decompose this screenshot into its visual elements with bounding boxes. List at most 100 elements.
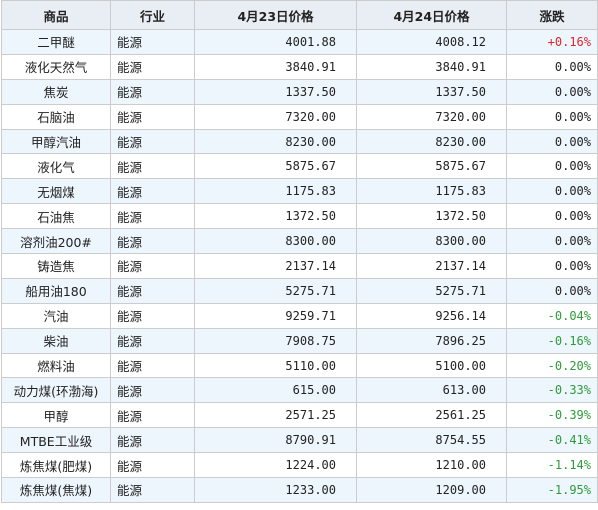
table-row: MTBE工业级 能源 8790.91 8754.55 -0.41%: [1, 427, 598, 454]
commodity-cell: 液化气: [1, 153, 111, 180]
price-apr24-cell: 1337.50: [356, 78, 507, 105]
commodity-cell: MTBE工业级: [1, 427, 111, 454]
table-row: 溶剂油200# 能源 8300.00 8300.00 0.00%: [1, 228, 598, 255]
table-row: 无烟煤 能源 1175.83 1175.83 0.00%: [1, 178, 598, 205]
table-row: 动力煤(环渤海) 能源 615.00 613.00 -0.33%: [1, 377, 598, 404]
price-apr24-cell: 2561.25: [356, 402, 507, 429]
change-cell: 0.00%: [506, 153, 598, 180]
commodity-cell: 无烟煤: [1, 178, 111, 205]
change-cell: 0.00%: [506, 103, 598, 130]
commodity-cell: 汽油: [1, 302, 111, 329]
table-row: 燃料油 能源 5110.00 5100.00 -0.20%: [1, 352, 598, 379]
price-apr24-cell: 1372.50: [356, 203, 507, 230]
industry-cell: 能源: [110, 228, 195, 255]
change-cell: 0.00%: [506, 228, 598, 255]
change-cell: 0.00%: [506, 128, 598, 155]
price-apr24-cell: 1175.83: [356, 178, 507, 205]
price-apr23-cell: 7320.00: [194, 103, 357, 130]
commodity-cell: 炼焦煤(焦煤): [1, 477, 111, 503]
industry-cell: 能源: [110, 253, 195, 279]
price-apr23-cell: 9259.71: [194, 302, 357, 329]
change-cell: -0.16%: [506, 327, 598, 354]
column-header-price-apr24: 4月24日价格: [356, 0, 507, 30]
industry-cell: 能源: [110, 452, 195, 479]
column-header-commodity: 商品: [1, 0, 111, 30]
commodity-cell: 柴油: [1, 327, 111, 354]
commodity-cell: 船用油180: [1, 277, 111, 304]
change-cell: 0.00%: [506, 53, 598, 80]
table-row: 船用油180 能源 5275.71 5275.71 0.00%: [1, 277, 598, 304]
change-cell: 0.00%: [506, 277, 598, 304]
price-apr24-cell: 5275.71: [356, 277, 507, 304]
table-row: 炼焦煤(焦煤) 能源 1233.00 1209.00 -1.95%: [1, 477, 598, 503]
column-header-industry: 行业: [110, 0, 195, 30]
price-apr23-cell: 8300.00: [194, 228, 357, 255]
change-cell: -1.14%: [506, 452, 598, 479]
commodity-cell: 液化天然气: [1, 53, 111, 80]
change-cell: -1.95%: [506, 477, 598, 503]
price-apr24-cell: 613.00: [356, 377, 507, 404]
change-cell: -0.20%: [506, 352, 598, 379]
price-apr24-cell: 8754.55: [356, 427, 507, 454]
change-cell: +0.16%: [506, 29, 598, 55]
price-apr24-cell: 3840.91: [356, 53, 507, 80]
industry-cell: 能源: [110, 402, 195, 429]
price-apr23-cell: 5110.00: [194, 352, 357, 379]
commodity-cell: 焦炭: [1, 78, 111, 105]
price-apr24-cell: 7896.25: [356, 327, 507, 354]
industry-cell: 能源: [110, 203, 195, 230]
change-cell: 0.00%: [506, 78, 598, 105]
commodity-cell: 石脑油: [1, 103, 111, 130]
industry-cell: 能源: [110, 53, 195, 80]
price-apr23-cell: 5275.71: [194, 277, 357, 304]
price-apr24-cell: 5100.00: [356, 352, 507, 379]
price-apr23-cell: 3840.91: [194, 53, 357, 80]
industry-cell: 能源: [110, 103, 195, 130]
change-cell: 0.00%: [506, 178, 598, 205]
header-row: 商品 行业 4月23日价格 4月24日价格 涨跌: [1, 0, 598, 30]
change-cell: -0.41%: [506, 427, 598, 454]
commodity-cell: 溶剂油200#: [1, 228, 111, 255]
industry-cell: 能源: [110, 153, 195, 180]
commodity-cell: 石油焦: [1, 203, 111, 230]
price-apr23-cell: 615.00: [194, 377, 357, 404]
table-row: 石油焦 能源 1372.50 1372.50 0.00%: [1, 203, 598, 230]
column-header-price-apr23: 4月23日价格: [194, 0, 357, 30]
change-cell: -0.39%: [506, 402, 598, 429]
price-apr23-cell: 1175.83: [194, 178, 357, 205]
price-apr24-cell: 8230.00: [356, 128, 507, 155]
price-apr23-cell: 7908.75: [194, 327, 357, 354]
commodity-cell: 燃料油: [1, 352, 111, 379]
table-row: 石脑油 能源 7320.00 7320.00 0.00%: [1, 103, 598, 130]
price-apr24-cell: 5875.67: [356, 153, 507, 180]
price-apr24-cell: 2137.14: [356, 253, 507, 279]
column-header-change: 涨跌: [506, 0, 598, 30]
change-cell: 0.00%: [506, 203, 598, 230]
industry-cell: 能源: [110, 427, 195, 454]
price-apr23-cell: 1337.50: [194, 78, 357, 105]
commodity-cell: 动力煤(环渤海): [1, 377, 111, 404]
table-row: 焦炭 能源 1337.50 1337.50 0.00%: [1, 78, 598, 105]
price-apr23-cell: 2137.14: [194, 253, 357, 279]
commodity-cell: 甲醇汽油: [1, 128, 111, 155]
price-apr23-cell: 4001.88: [194, 29, 357, 55]
table-row: 二甲醚 能源 4001.88 4008.12 +0.16%: [1, 29, 598, 55]
commodity-cell: 二甲醚: [1, 29, 111, 55]
industry-cell: 能源: [110, 128, 195, 155]
table-row: 铸造焦 能源 2137.14 2137.14 0.00%: [1, 253, 598, 279]
industry-cell: 能源: [110, 178, 195, 205]
change-cell: -0.33%: [506, 377, 598, 404]
price-apr23-cell: 2571.25: [194, 402, 357, 429]
table-row: 汽油 能源 9259.71 9256.14 -0.04%: [1, 302, 598, 329]
price-apr24-cell: 7320.00: [356, 103, 507, 130]
price-apr23-cell: 1224.00: [194, 452, 357, 479]
industry-cell: 能源: [110, 327, 195, 354]
price-apr24-cell: 1210.00: [356, 452, 507, 479]
industry-cell: 能源: [110, 302, 195, 329]
industry-cell: 能源: [110, 477, 195, 503]
industry-cell: 能源: [110, 78, 195, 105]
industry-cell: 能源: [110, 352, 195, 379]
table-row: 液化气 能源 5875.67 5875.67 0.00%: [1, 153, 598, 180]
commodity-cell: 炼焦煤(肥煤): [1, 452, 111, 479]
